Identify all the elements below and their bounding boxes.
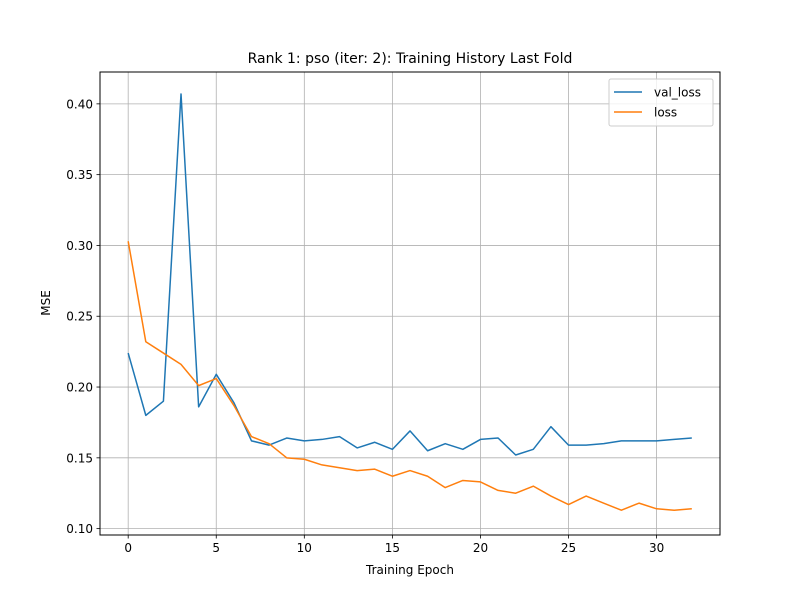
x-tick-label: 30 — [649, 541, 664, 555]
x-tick-label: 0 — [124, 541, 132, 555]
x-axis-label: Training Epoch — [365, 563, 454, 577]
chart-title: Rank 1: pso (iter: 2): Training History … — [248, 51, 573, 67]
y-tick-label: 0.30 — [66, 239, 93, 253]
legend-label: val_loss — [654, 86, 701, 100]
grid — [100, 72, 720, 535]
x-tick-label: 15 — [385, 541, 400, 555]
legend-label: loss — [654, 106, 677, 120]
y-tick-label: 0.10 — [66, 522, 93, 536]
x-tick-label: 20 — [473, 541, 488, 555]
y-tick-label: 0.15 — [66, 451, 93, 465]
y-tick-label: 0.20 — [66, 381, 93, 395]
plot-frame — [99, 71, 721, 536]
axis-ticks: 0 5 10 15 20 25 30 0.10 0.15 0.20 0.25 0.30 0.35 0.40 — [66, 97, 664, 555]
x-tick-label: 25 — [561, 541, 576, 555]
y-axis-label: MSE — [39, 290, 53, 316]
series-line-val-loss — [127, 93, 692, 456]
y-tick-label: 0.25 — [66, 310, 93, 324]
legend-box — [608, 78, 714, 127]
x-tick-label: 10 — [297, 541, 312, 555]
y-tick-label: 0.40 — [66, 97, 93, 111]
y-tick-label: 0.35 — [66, 168, 93, 182]
series-line-loss — [127, 241, 692, 511]
series-lines — [127, 93, 692, 511]
x-tick-label: 5 — [212, 541, 220, 555]
